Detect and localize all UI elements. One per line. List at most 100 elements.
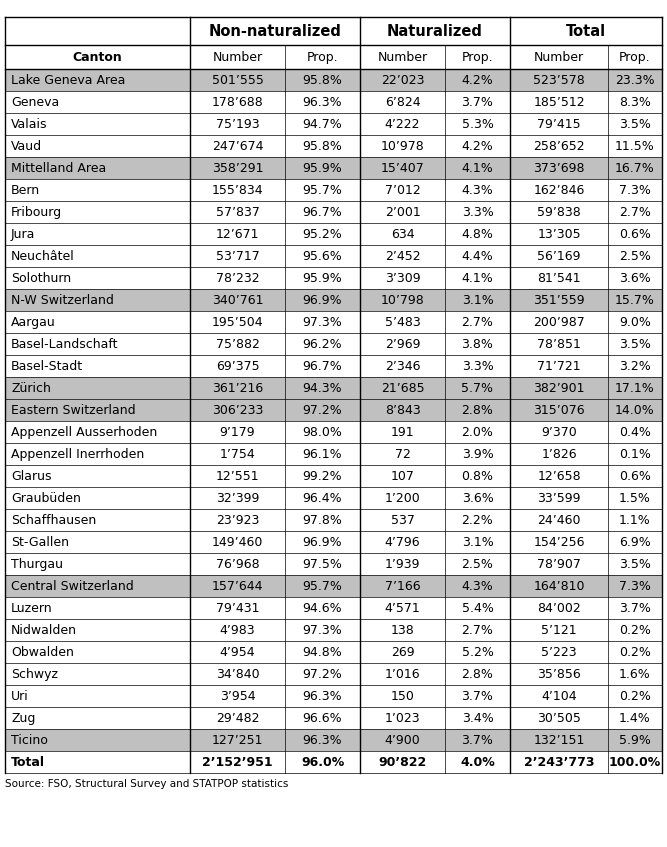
Text: 4.2%: 4.2% <box>462 74 494 86</box>
Text: 6.9%: 6.9% <box>619 535 651 549</box>
Text: Appenzell Inerrhoden: Appenzell Inerrhoden <box>11 447 144 461</box>
Text: Prop.: Prop. <box>307 51 338 64</box>
Text: 10’798: 10’798 <box>381 294 424 307</box>
Text: 96.3%: 96.3% <box>303 689 342 702</box>
Text: 3.5%: 3.5% <box>619 118 651 130</box>
Text: Number: Number <box>534 51 584 64</box>
Text: 4’900: 4’900 <box>385 734 420 746</box>
Bar <box>5 267 662 289</box>
Text: 4’796: 4’796 <box>385 535 420 549</box>
Text: 2’346: 2’346 <box>385 359 420 373</box>
Bar <box>5 729 662 751</box>
Text: Jura: Jura <box>11 228 35 241</box>
Text: 4’222: 4’222 <box>385 118 420 130</box>
Text: 269: 269 <box>391 645 414 658</box>
Text: 4’983: 4’983 <box>219 623 255 636</box>
Text: 78’907: 78’907 <box>537 557 581 571</box>
Text: 351’559: 351’559 <box>533 294 585 307</box>
Text: 4.1%: 4.1% <box>462 162 494 174</box>
Text: 8.3%: 8.3% <box>619 96 651 108</box>
Text: Graubüden: Graubüden <box>11 491 81 505</box>
Text: 95.8%: 95.8% <box>303 140 342 152</box>
Text: 3.7%: 3.7% <box>462 689 494 702</box>
Text: 382’901: 382’901 <box>533 381 585 395</box>
Text: Ticino: Ticino <box>11 734 48 746</box>
Text: 149’460: 149’460 <box>212 535 263 549</box>
Text: 95.2%: 95.2% <box>303 228 342 241</box>
Text: 3.1%: 3.1% <box>462 535 494 549</box>
Text: 96.0%: 96.0% <box>301 756 344 768</box>
Text: 5’223: 5’223 <box>541 645 577 658</box>
Text: Number: Number <box>378 51 428 64</box>
Text: Zürich: Zürich <box>11 381 51 395</box>
Text: 132’151: 132’151 <box>534 734 585 746</box>
Text: 3.2%: 3.2% <box>619 359 651 373</box>
Text: 9’179: 9’179 <box>219 425 255 439</box>
Text: 195’504: 195’504 <box>211 315 263 329</box>
Text: 3.8%: 3.8% <box>462 337 494 351</box>
Text: 4.8%: 4.8% <box>462 228 494 241</box>
Text: 95.8%: 95.8% <box>303 74 342 86</box>
Text: 96.9%: 96.9% <box>303 294 342 307</box>
Text: 76’968: 76’968 <box>215 557 259 571</box>
Text: 97.8%: 97.8% <box>303 513 342 527</box>
Text: 59’838: 59’838 <box>537 206 581 219</box>
Text: 2’243’773: 2’243’773 <box>524 756 594 768</box>
Text: 16.7%: 16.7% <box>615 162 655 174</box>
Text: 0.8%: 0.8% <box>462 469 494 483</box>
Bar <box>5 751 662 773</box>
Text: Basel-Landschaft: Basel-Landschaft <box>11 337 119 351</box>
Bar <box>5 179 662 201</box>
Text: 21’685: 21’685 <box>381 381 424 395</box>
Text: 95.9%: 95.9% <box>303 162 342 174</box>
Text: 96.7%: 96.7% <box>303 359 342 373</box>
Text: 5.3%: 5.3% <box>462 118 494 130</box>
Text: 4.3%: 4.3% <box>462 184 494 197</box>
Text: 15’407: 15’407 <box>381 162 424 174</box>
Text: 155’834: 155’834 <box>211 184 263 197</box>
Text: 2.0%: 2.0% <box>462 425 494 439</box>
Bar <box>5 135 662 157</box>
Text: 75’882: 75’882 <box>215 337 259 351</box>
Text: Lake Geneva Area: Lake Geneva Area <box>11 74 125 86</box>
Text: 0.2%: 0.2% <box>619 645 651 658</box>
Text: 99.2%: 99.2% <box>303 469 342 483</box>
Text: 634: 634 <box>391 228 414 241</box>
Text: 3.3%: 3.3% <box>462 206 494 219</box>
Text: Nidwalden: Nidwalden <box>11 623 77 636</box>
Bar <box>5 289 662 311</box>
Text: 3.6%: 3.6% <box>619 272 651 285</box>
Text: 96.9%: 96.9% <box>303 535 342 549</box>
Bar <box>5 69 662 91</box>
Text: 2.8%: 2.8% <box>462 667 494 680</box>
Text: 4’571: 4’571 <box>385 601 420 615</box>
Text: 95.7%: 95.7% <box>303 184 342 197</box>
Text: 15.7%: 15.7% <box>615 294 655 307</box>
Text: 1.5%: 1.5% <box>619 491 651 505</box>
Text: Mittelland Area: Mittelland Area <box>11 162 106 174</box>
Bar <box>5 377 662 399</box>
Text: Schaffhausen: Schaffhausen <box>11 513 96 527</box>
Text: 157’644: 157’644 <box>211 579 263 593</box>
Text: 0.2%: 0.2% <box>619 623 651 636</box>
Text: Valais: Valais <box>11 118 47 130</box>
Text: 7.3%: 7.3% <box>619 579 651 593</box>
Text: 33’599: 33’599 <box>537 491 581 505</box>
Text: 361’216: 361’216 <box>212 381 263 395</box>
Text: Prop.: Prop. <box>462 51 494 64</box>
Text: 4’954: 4’954 <box>219 645 255 658</box>
Text: 2’452: 2’452 <box>385 250 420 263</box>
Text: 162’846: 162’846 <box>534 184 585 197</box>
Text: 14.0%: 14.0% <box>615 403 655 417</box>
Text: 23.3%: 23.3% <box>615 74 655 86</box>
Text: Solothurn: Solothurn <box>11 272 71 285</box>
Bar <box>5 201 662 223</box>
Text: 1’016: 1’016 <box>385 667 420 680</box>
Text: 94.6%: 94.6% <box>303 601 342 615</box>
Text: 7’166: 7’166 <box>385 579 420 593</box>
Bar <box>5 575 662 597</box>
Text: 3.5%: 3.5% <box>619 337 651 351</box>
Text: 258’652: 258’652 <box>533 140 585 152</box>
Text: 24’460: 24’460 <box>537 513 581 527</box>
Text: 72: 72 <box>395 447 410 461</box>
